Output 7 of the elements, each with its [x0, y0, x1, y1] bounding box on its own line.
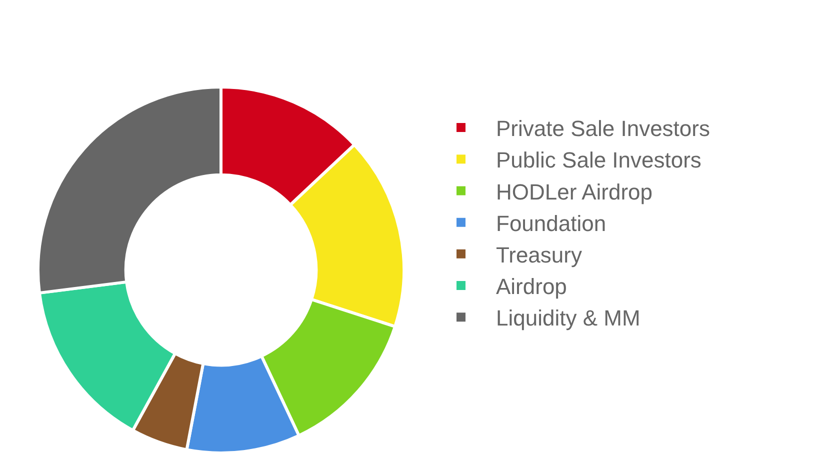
legend-label: HODLer Airdrop	[496, 179, 653, 204]
legend-label: Private Sale Investors	[496, 116, 710, 142]
legend-label: Public Sale Investors	[496, 148, 702, 173]
legend-label: Airdrop	[496, 274, 567, 300]
legend-label: Foundation	[496, 210, 606, 236]
legend-label: Treasury	[496, 242, 582, 268]
legend-label: Liquidity & MM	[496, 306, 640, 331]
